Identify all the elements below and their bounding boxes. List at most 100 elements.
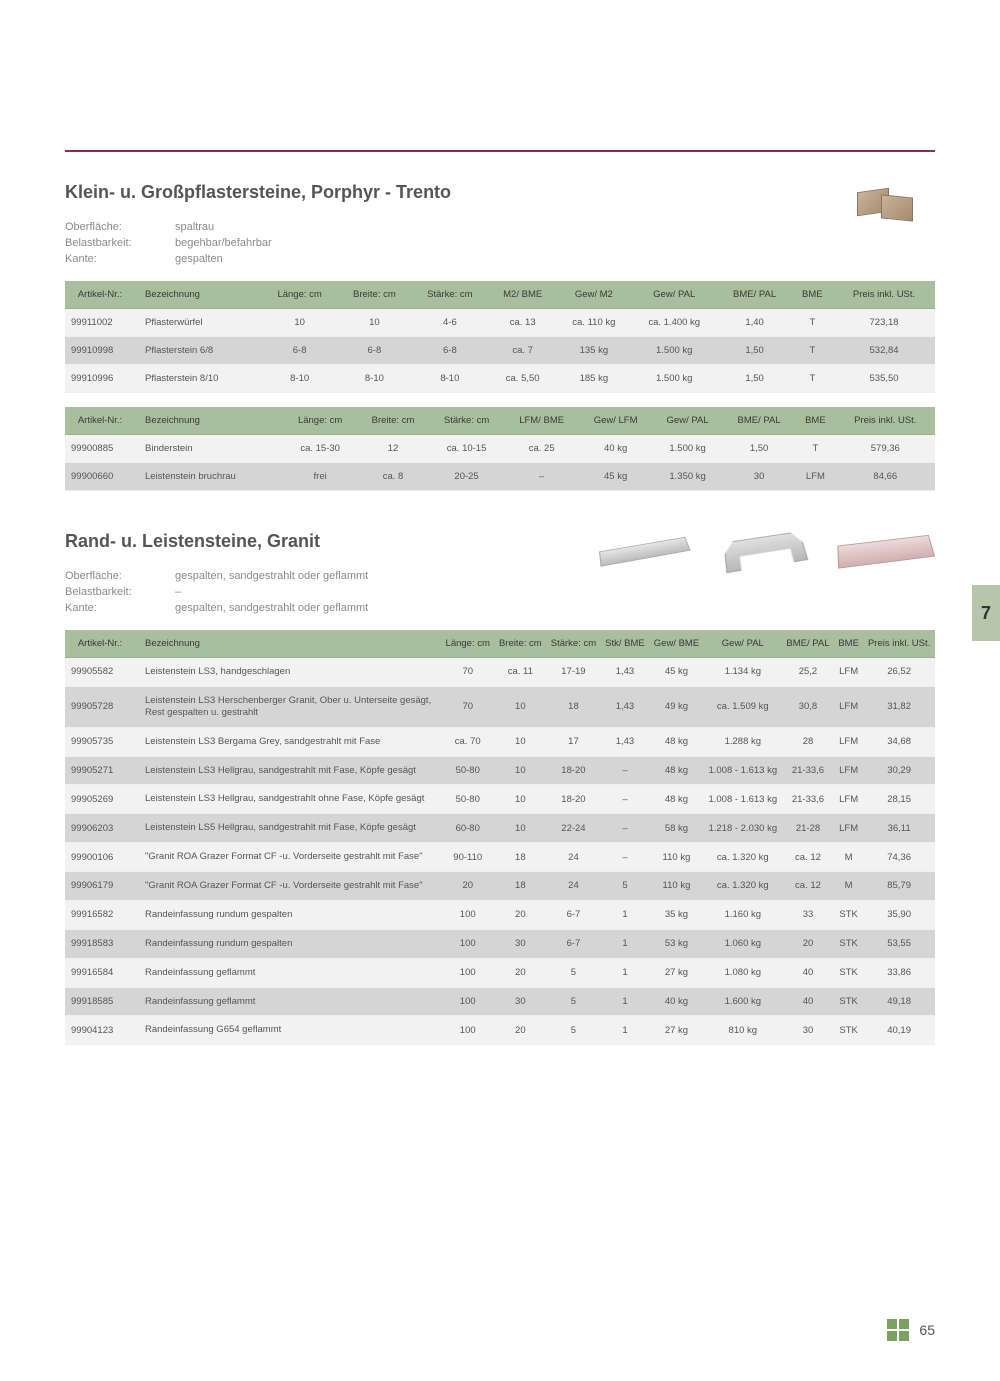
- table-cell: LFM: [795, 463, 835, 491]
- table-row: 99906203Leistenstein LS5 Hellgrau, sandg…: [65, 814, 935, 843]
- table-cell: 1.008 - 1.613 kg: [704, 785, 782, 814]
- table-cell: ca. 13: [489, 309, 557, 337]
- table-cell: frei: [283, 463, 357, 491]
- table-cell: "Granit ROA Grazer Format CF -u. Vorders…: [135, 843, 441, 872]
- page-number: 65: [919, 1322, 935, 1338]
- col-header: LFM/ BME: [504, 407, 579, 435]
- table-cell: 26,52: [863, 658, 935, 687]
- table-cell: 1,43: [601, 686, 650, 727]
- table-cell: M: [834, 843, 863, 872]
- table-row: 99900885Bindersteinca. 15-3012ca. 10-15c…: [65, 435, 935, 463]
- table-cell: Leistenstein LS3 Bergama Grey, sandgestr…: [135, 727, 441, 756]
- table-cell: 1: [601, 929, 650, 958]
- table-cell: 10: [494, 814, 546, 843]
- table-cell: 22-24: [546, 814, 600, 843]
- table-cell: 1.218 - 2.030 kg: [704, 814, 782, 843]
- spec-label: Belastbarkeit:: [65, 586, 175, 598]
- table-cell: 48 kg: [649, 756, 703, 785]
- table-cell: "Granit ROA Grazer Format CF -u. Vorders…: [135, 872, 441, 901]
- col-header: BME: [792, 281, 833, 309]
- table-cell: 723,18: [833, 309, 935, 337]
- table-cell: ca. 1.320 kg: [704, 843, 782, 872]
- table-row: 99906179"Granit ROA Grazer Format CF -u.…: [65, 872, 935, 901]
- spec-label: Oberfläche:: [65, 570, 175, 582]
- table-cell: 99906203: [65, 814, 135, 843]
- col-header: Preis inkl. USt.: [836, 407, 935, 435]
- table-cell: 1.060 kg: [704, 929, 782, 958]
- table-cell: 58 kg: [649, 814, 703, 843]
- spec-label: Oberfläche:: [65, 221, 175, 233]
- table-cell: 1.080 kg: [704, 958, 782, 987]
- table-cell: 17: [546, 727, 600, 756]
- col-header: Preis inkl. USt.: [833, 281, 935, 309]
- table-cell: 6-8: [411, 337, 488, 365]
- spec-label: Belastbarkeit:: [65, 237, 175, 249]
- col-header: Artikel-Nr.:: [65, 630, 135, 658]
- table-row: 99918585Randeinfassung geflammt100305140…: [65, 987, 935, 1016]
- table-cell: 28: [782, 727, 834, 756]
- table-cell: Pflasterwürfel: [135, 309, 262, 337]
- table-row: 99905269Leistenstein LS3 Hellgrau, sandg…: [65, 785, 935, 814]
- table-cell: 99900660: [65, 463, 135, 491]
- table-cell: 8-10: [262, 365, 338, 393]
- table-cell: Leistenstein LS3 Herschenberger Granit, …: [135, 686, 441, 727]
- table-cell: 50-80: [441, 785, 494, 814]
- spec-value: –: [175, 586, 935, 598]
- col-header: M2/ BME: [489, 281, 557, 309]
- spec-value: gespalten, sandgestrahlt oder geflammt: [175, 602, 935, 614]
- col-header: Gew/ PAL: [631, 281, 718, 309]
- table-cell: 33: [782, 900, 834, 929]
- col-header: Stärke: cm: [429, 407, 504, 435]
- col-header: Stk/ BME: [601, 630, 650, 658]
- col-header: BME/ PAL: [723, 407, 795, 435]
- table-row: 99916584Randeinfassung geflammt100205127…: [65, 958, 935, 987]
- table-cell: 18-20: [546, 756, 600, 785]
- table-cell: 10: [494, 785, 546, 814]
- table-cell: Randeinfassung geflammt: [135, 987, 441, 1016]
- table-cell: Pflasterstein 6/8: [135, 337, 262, 365]
- table-cell: Randeinfassung G654 geflammt: [135, 1016, 441, 1045]
- table-cell: 10: [494, 727, 546, 756]
- side-tab-number: 7: [981, 603, 991, 624]
- table-cell: 100: [441, 929, 494, 958]
- table-cell: 99905728: [65, 686, 135, 727]
- table-cell: 25,2: [782, 658, 834, 687]
- table-cell: ca. 7: [489, 337, 557, 365]
- table-cell: 1,50: [718, 337, 792, 365]
- table-cell: 99905271: [65, 756, 135, 785]
- table-cell: 532,84: [833, 337, 935, 365]
- table-cell: 60-80: [441, 814, 494, 843]
- table-row: 99905582Leistenstein LS3, handgeschlagen…: [65, 658, 935, 687]
- page-footer: 65: [887, 1319, 935, 1341]
- table-cell: 45 kg: [579, 463, 652, 491]
- col-header: Artikel-Nr.:: [65, 407, 135, 435]
- table-cell: 535,50: [833, 365, 935, 393]
- table-cell: 40,19: [863, 1016, 935, 1045]
- table-cell: 4-6: [411, 309, 488, 337]
- table-cell: 110 kg: [649, 872, 703, 901]
- spec-label: Kante:: [65, 253, 175, 265]
- table-cell: ca. 70: [441, 727, 494, 756]
- granit-curb-image: [835, 521, 935, 581]
- table-cell: LFM: [834, 658, 863, 687]
- table-cell: Leistenstein bruchrau: [135, 463, 283, 491]
- section-granit: Rand- u. Leistensteine, Granit Oberfläch…: [65, 531, 935, 1045]
- granit-u-image: [715, 521, 815, 581]
- col-header: Stärke: cm: [411, 281, 488, 309]
- table-cell: –: [601, 756, 650, 785]
- table-cell: 27 kg: [649, 958, 703, 987]
- table-cell: 18-20: [546, 785, 600, 814]
- table-cell: Leistenstein LS5 Hellgrau, sandgestrahlt…: [135, 814, 441, 843]
- table-cell: 1,40: [718, 309, 792, 337]
- table-cell: 17-19: [546, 658, 600, 687]
- table-cell: Leistenstein LS3 Hellgrau, sandgestrahlt…: [135, 785, 441, 814]
- porphyr-cubes-image: [835, 172, 935, 232]
- table-cell: 99905269: [65, 785, 135, 814]
- table-cell: 1: [601, 900, 650, 929]
- top-rule: [65, 150, 935, 152]
- table-row: 99900660Leistenstein bruchraufreica. 820…: [65, 463, 935, 491]
- col-header: BME: [795, 407, 835, 435]
- table-cell: 8-10: [411, 365, 488, 393]
- table-cell: –: [601, 814, 650, 843]
- table-cell: Binderstein: [135, 435, 283, 463]
